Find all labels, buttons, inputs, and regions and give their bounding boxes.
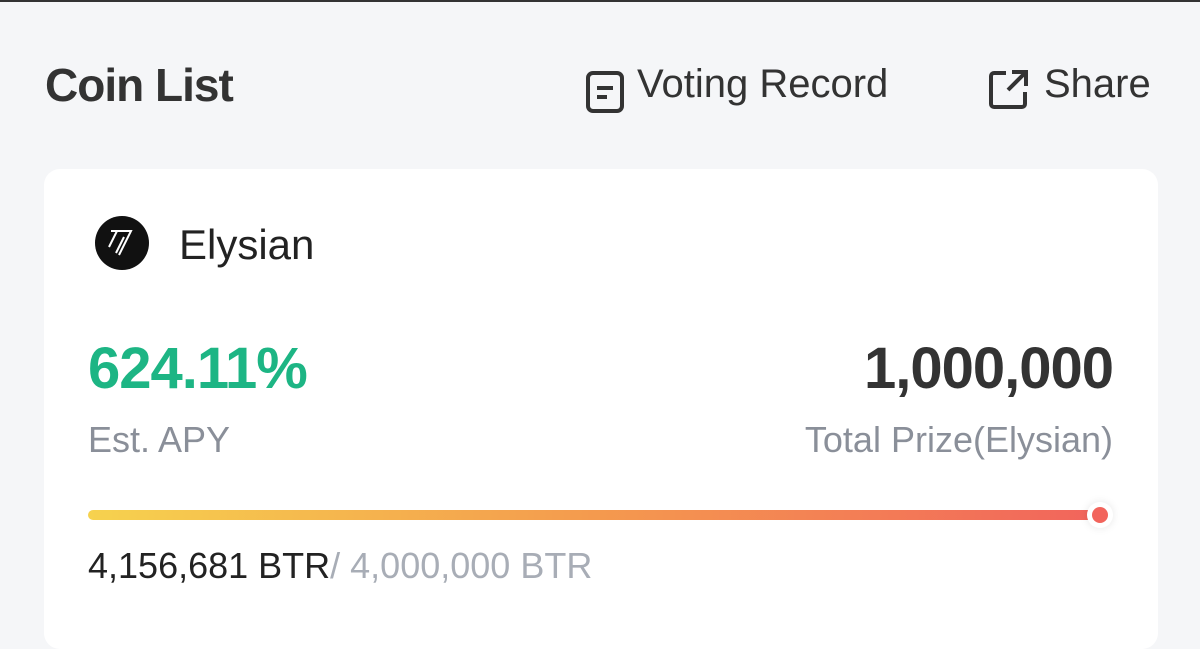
apy-value: 624.11% [88, 336, 308, 401]
progress-bar [88, 510, 1100, 520]
screen: Coin List Voting Record Share Elysian 62… [0, 0, 1200, 586]
progress-current: 4,156,681 BTR [88, 545, 331, 586]
share-icon[interactable] [988, 68, 1030, 110]
coin-name: Elysian [179, 221, 315, 268]
prize-label: Total Prize(Elysian) [804, 419, 1113, 460]
page-title: Coin List [45, 59, 234, 111]
coin-card[interactable]: Elysian 624.11% Est. APY 1,000,000 Total… [44, 169, 1158, 649]
prize-value: 1,000,000 [863, 336, 1114, 401]
coin-logo [95, 216, 149, 270]
progress-target: / 4,000,000 BTR [330, 545, 593, 586]
apy-label: Est. APY [88, 419, 231, 460]
voting-record-link[interactable]: Voting Record [637, 62, 889, 106]
progress-text: 4,156,681 BTR/ 4,000,000 BTR [88, 545, 592, 587]
progress-dot [1092, 507, 1108, 523]
voting-icon[interactable] [585, 70, 627, 116]
share-link[interactable]: Share [1044, 62, 1151, 106]
